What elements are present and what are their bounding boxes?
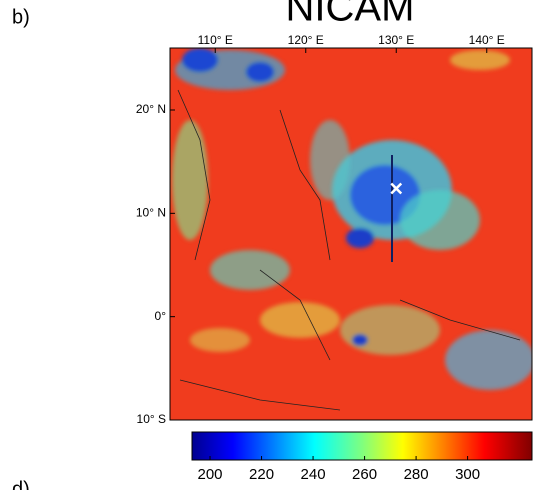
- colorbar-tick-label: 200: [198, 466, 223, 483]
- lat-tick-label: 0°: [155, 309, 167, 323]
- colorbar-tick-label: 280: [404, 466, 429, 483]
- lat-tick-label: 10° N: [136, 206, 166, 220]
- lon-tick-label: 140° E: [469, 33, 505, 47]
- colorbar: [191, 431, 533, 461]
- lon-tick-label: 120° E: [288, 33, 324, 47]
- colorbar-tick-label: 260: [352, 466, 377, 483]
- panel-label: b): [12, 6, 30, 28]
- lon-tick-label: 110° E: [198, 33, 233, 47]
- colorbar-tick-label: 300: [455, 466, 480, 483]
- colorbar-tick-label: 240: [301, 466, 326, 483]
- lon-tick-label: 130° E: [378, 33, 414, 47]
- lat-tick-label: 10° S: [137, 412, 166, 426]
- map-image: [170, 48, 532, 420]
- map-frame: [169, 47, 533, 421]
- colorbar-tick-label: 220: [249, 466, 274, 483]
- storm-center: [390, 182, 403, 195]
- next-panel-label: d): [12, 478, 30, 490]
- title: NICAM: [286, 0, 415, 30]
- lat-tick-label: 20° N: [136, 102, 166, 116]
